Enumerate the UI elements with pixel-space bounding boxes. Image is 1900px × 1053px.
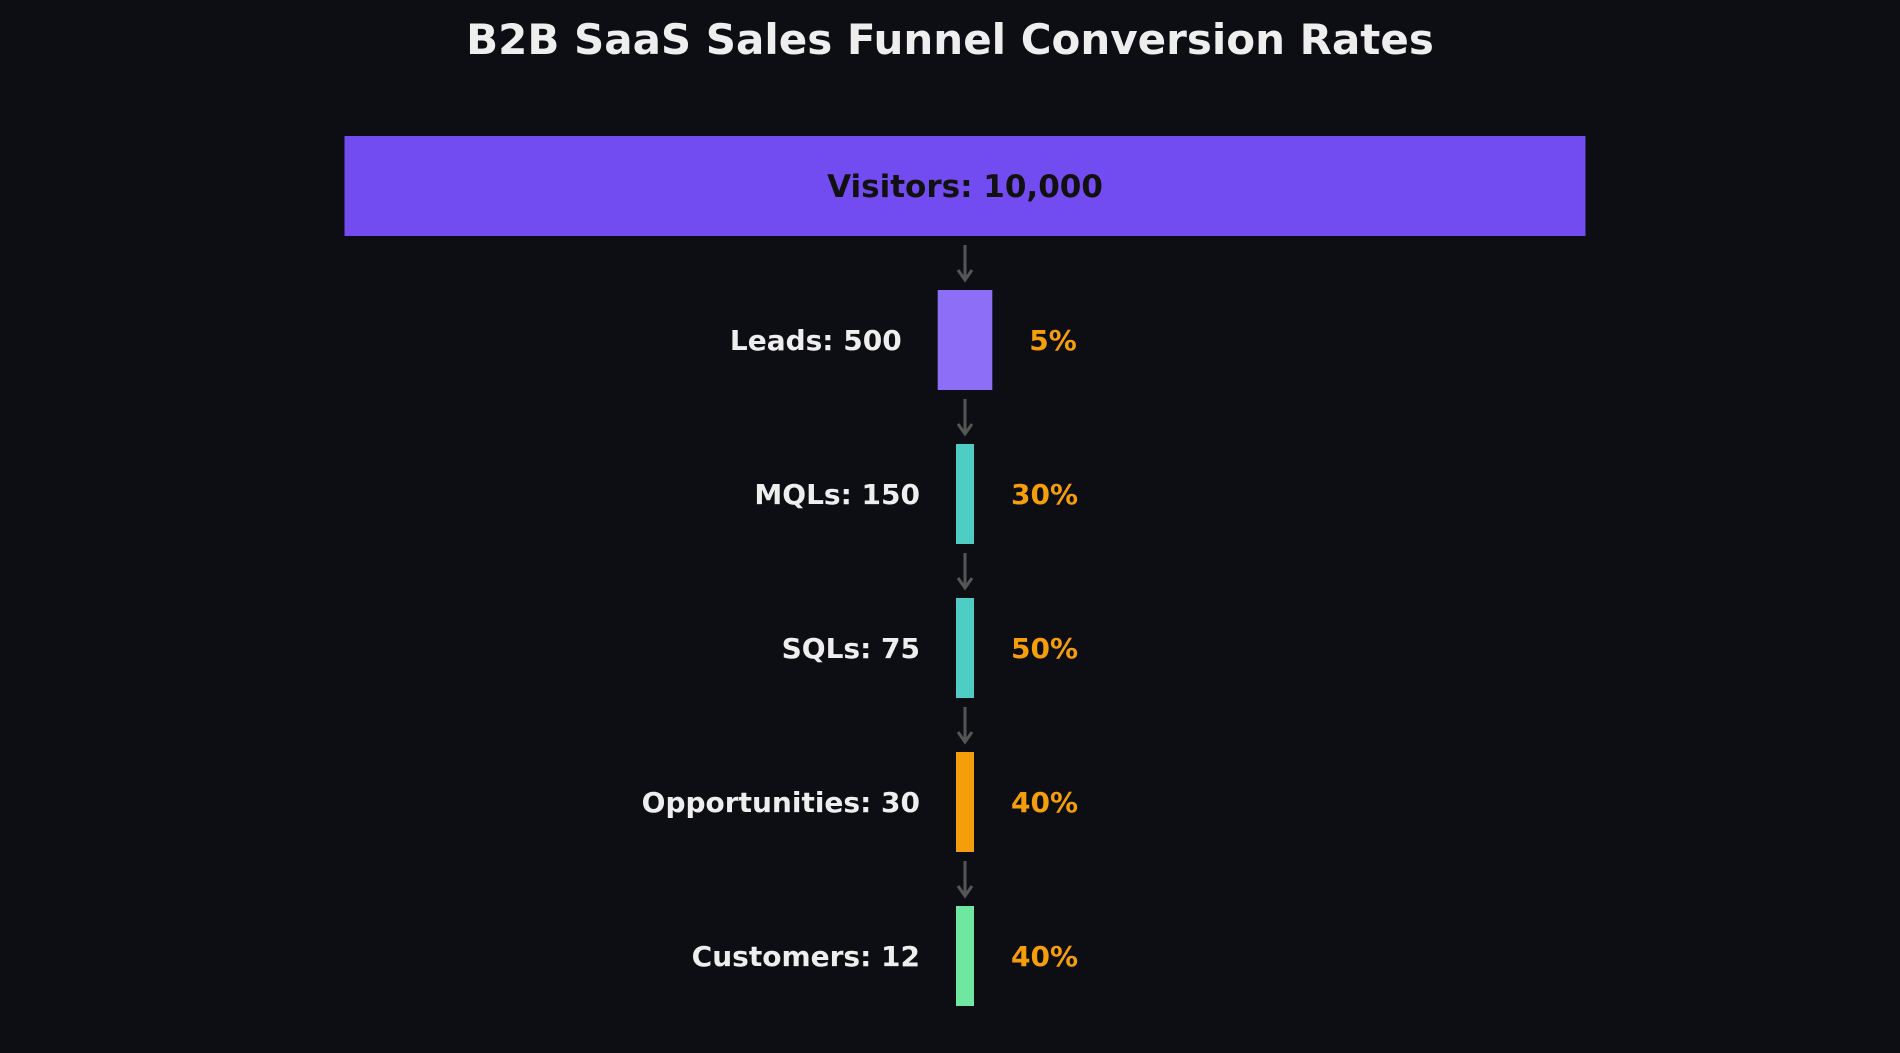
funnel-bar-leads [937,290,993,390]
funnel-bar-visitors [344,136,1586,236]
stage-label: SQLs: 75 [782,632,920,665]
arrow-head-icon [956,423,974,437]
arrow-head-icon [956,269,974,283]
conversion-rate: 5% [1029,324,1077,357]
stage-label: Customers: 12 [692,940,920,973]
conversion-rate: 40% [1011,786,1078,819]
chart-title: B2B SaaS Sales Funnel Conversion Rates [466,15,1434,64]
stage-label: Opportunities: 30 [642,786,920,819]
arrow-head-icon [956,577,974,591]
stage-label: Visitors: 10,000 [827,169,1103,205]
stage-label: MQLs: 150 [754,478,920,511]
conversion-rate: 30% [1011,478,1078,511]
stage-label: Leads: 500 [730,324,902,357]
funnel-bar-sqls [956,598,974,698]
conversion-rate: 50% [1011,632,1078,665]
funnel-bar-mqls [956,444,974,544]
arrow-head-icon [956,731,974,745]
funnel-bar-customers [956,906,974,1006]
arrow-head-icon [956,885,974,899]
conversion-rate: 40% [1011,940,1078,973]
funnel-bar-opportunities [956,752,974,852]
